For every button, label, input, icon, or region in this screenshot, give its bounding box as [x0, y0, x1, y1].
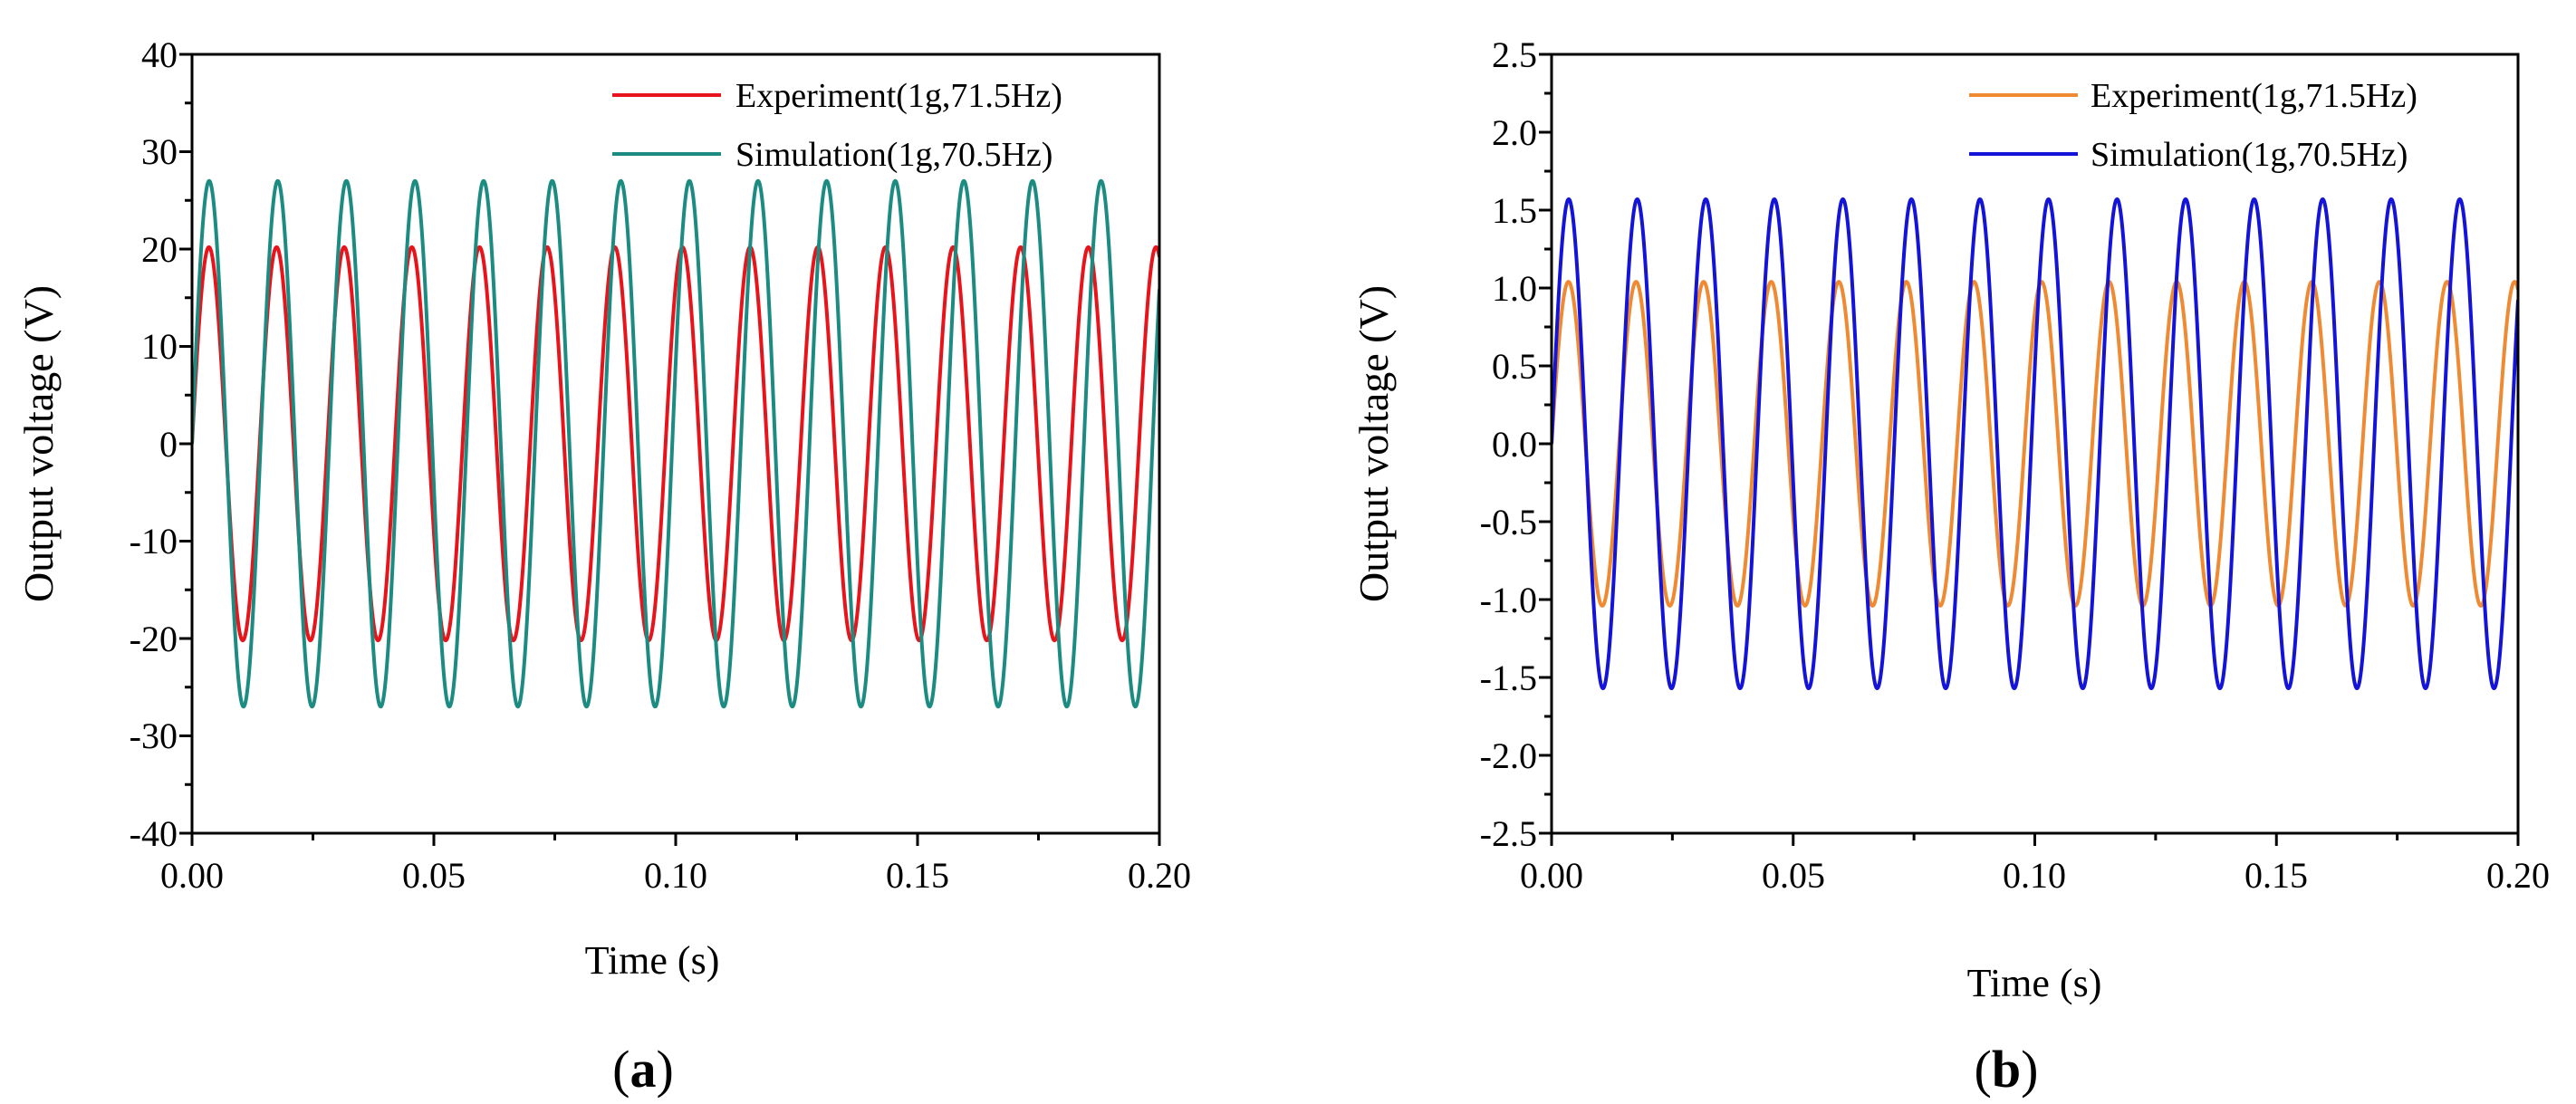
x-tick-label: 0.10 [644, 855, 707, 896]
y-tick-label: -30 [130, 715, 178, 756]
x-tick-label: 0.15 [886, 855, 949, 896]
panel-paren-open: ( [612, 1040, 630, 1099]
y-tick-label: -40 [130, 813, 178, 854]
x-tick-label: 0.05 [1762, 855, 1825, 896]
x-axis-label-a: Time (s) [585, 938, 720, 983]
y-tick-label: 0.5 [1492, 346, 1537, 387]
y-tick-labels-b: 2.5 2.0 1.5 1.0 0.5 0.0 -0.5 -1.0 -1.5 -… [1480, 34, 1537, 854]
svg-text:(a): (a) [612, 1040, 674, 1099]
panel-paren-close: ) [2021, 1040, 2038, 1099]
y-tick-label: 30 [141, 131, 178, 172]
series-line-simulation-b [1552, 197, 2518, 691]
x-tick-label: 0.00 [160, 855, 224, 896]
y-tick-label: 0 [159, 424, 178, 465]
y-axis-label-a: Output voltage (V) [15, 285, 62, 602]
y-tick-label: -1.0 [1480, 580, 1537, 620]
x-tick-label: 0.20 [1128, 855, 1191, 896]
x-axis-label-b: Time (s) [1967, 961, 2102, 1005]
plot-area-b [1539, 53, 2520, 846]
panel-label-b: (b) [1975, 1040, 2039, 1099]
series-line-simulation-a [192, 178, 1159, 709]
legend-a: Experiment(1g,71.5Hz) Simulation(1g,70.5… [612, 77, 1062, 174]
legend-b: Experiment(1g,71.5Hz) Simulation(1g,70.5… [1969, 77, 2417, 174]
y-tick-label: -2.0 [1480, 735, 1537, 776]
legend-label-simulation-a: Simulation(1g,70.5Hz) [735, 136, 1053, 174]
series-line-experiment-b [1552, 280, 2518, 608]
legend-label-experiment-b: Experiment(1g,71.5Hz) [2091, 77, 2417, 115]
y-tick-labels-a: 40 30 20 10 0 -10 -20 -30 -40 [130, 34, 178, 854]
y-tick-label: -2.5 [1480, 813, 1537, 854]
series-line-experiment-a [192, 245, 1159, 643]
legend-label-experiment-a: Experiment(1g,71.5Hz) [735, 77, 1062, 115]
ticks-a [179, 53, 1161, 846]
y-axis-label-b: Output voltage (V) [1350, 285, 1397, 602]
panel-label-a: (a) [612, 1040, 674, 1099]
ticks-b [1539, 53, 2520, 846]
y-tick-label: 0.0 [1492, 424, 1537, 465]
panel-paren-close: ) [657, 1040, 674, 1099]
x-tick-label: 0.15 [2244, 855, 2308, 896]
x-tick-label: 0.20 [2486, 855, 2550, 896]
y-tick-label: -10 [130, 521, 178, 562]
x-tick-label: 0.00 [1520, 855, 1583, 896]
series-group-b [1552, 197, 2518, 691]
svg-text:(b): (b) [1975, 1040, 2039, 1099]
y-tick-label: 1.0 [1492, 268, 1537, 309]
x-tick-labels-a: 0.00 0.05 0.10 0.15 0.20 [160, 855, 1191, 896]
legend-label-simulation-b: Simulation(1g,70.5Hz) [2091, 136, 2408, 174]
y-tick-label: 2.0 [1492, 112, 1537, 153]
x-tick-labels-b: 0.00 0.05 0.10 0.15 0.20 [1520, 855, 2550, 896]
plot-area-a [179, 53, 1161, 846]
series-group-a [192, 178, 1159, 709]
y-tick-label: -20 [130, 619, 178, 659]
panel-letter-a: a [630, 1040, 657, 1099]
y-tick-label: 10 [141, 326, 178, 367]
x-tick-label: 0.05 [402, 855, 466, 896]
y-tick-label: 2.5 [1492, 34, 1537, 75]
y-tick-label: 1.5 [1492, 190, 1537, 231]
y-tick-label: 20 [141, 229, 178, 270]
panel-letter-b: b [1992, 1040, 2021, 1099]
panel-paren-open: ( [1975, 1040, 1992, 1099]
x-tick-label: 0.10 [2003, 855, 2066, 896]
y-tick-label: -1.5 [1480, 658, 1537, 698]
y-tick-label: -0.5 [1480, 502, 1537, 542]
chart-panel-a: 40 30 20 10 0 -10 -20 -30 -40 0.00 0.05 … [15, 34, 1191, 1099]
chart-panel-b: 2.5 2.0 1.5 1.0 0.5 0.0 -0.5 -1.0 -1.5 -… [1350, 34, 2550, 1099]
y-tick-label: 40 [141, 34, 178, 75]
